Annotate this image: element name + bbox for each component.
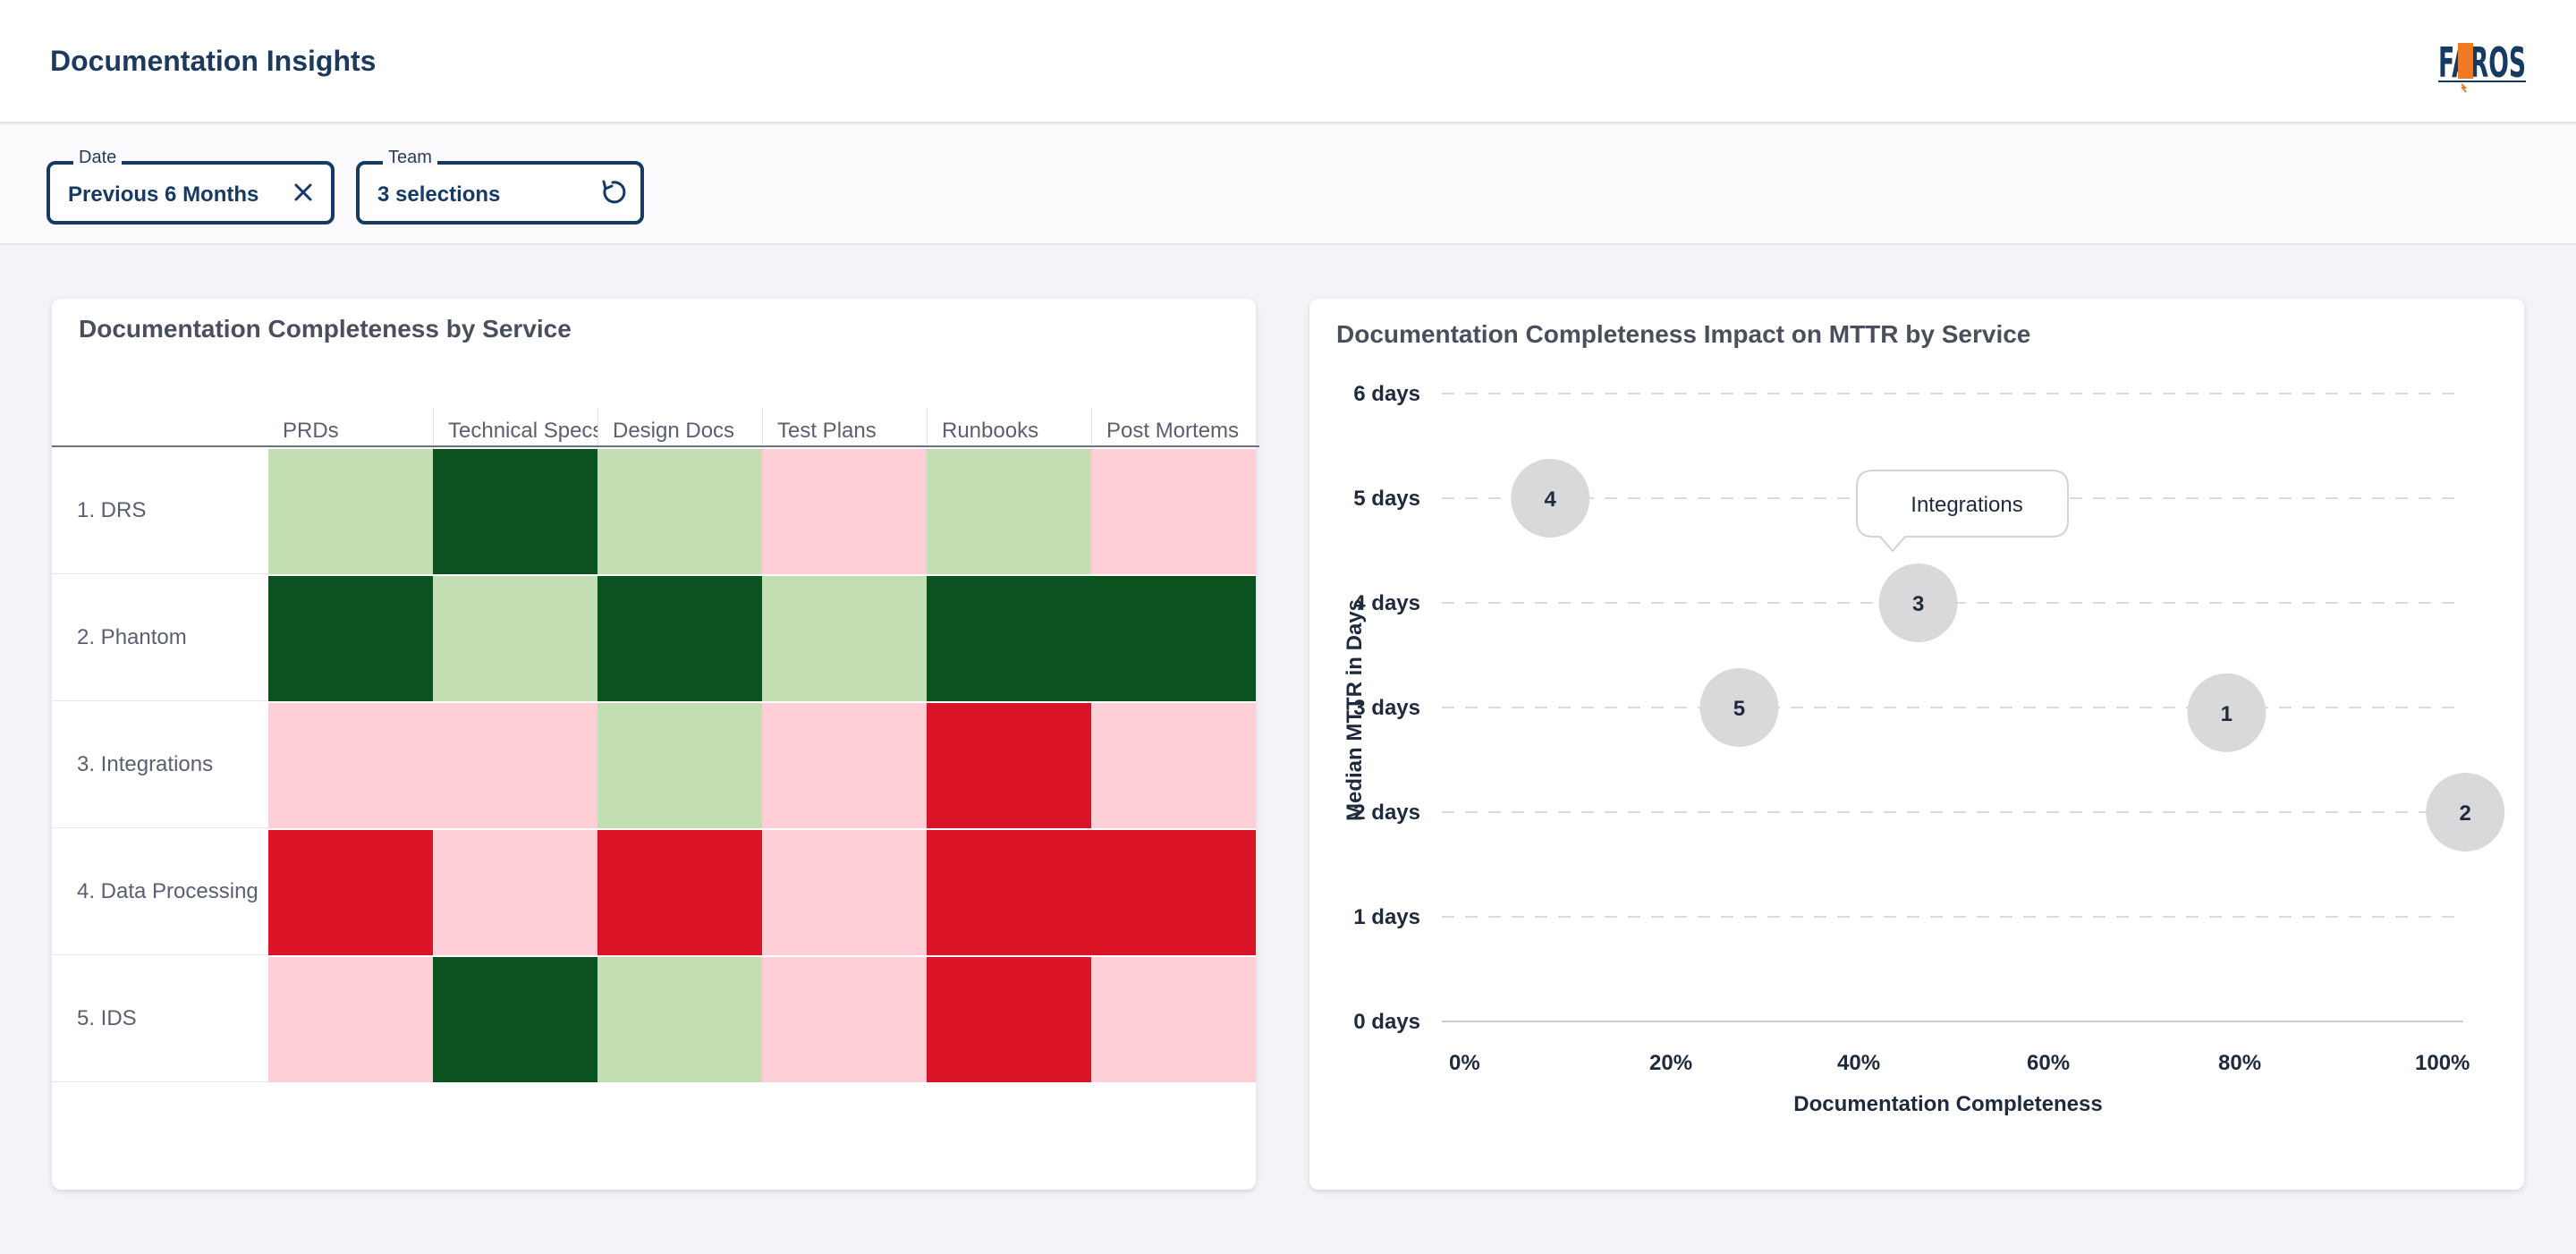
app-header: Documentation Insights FAROS [0, 0, 2576, 123]
y-tick-label: 5 days [1353, 487, 1420, 511]
team-filter-legend: Team [383, 148, 437, 168]
y-tick-label: 3 days [1353, 696, 1420, 720]
y-tick-label: 2 days [1353, 801, 1420, 825]
heatmap-cell[interactable] [762, 830, 927, 955]
heatmap-cell[interactable] [762, 703, 927, 828]
y-tick-label: 4 days [1353, 591, 1420, 615]
scatter-point[interactable] [2187, 673, 2267, 752]
heatmap-cell[interactable] [597, 830, 762, 955]
heatmap-cell[interactable] [762, 957, 927, 1082]
heatmap-column-header: Design Docs [597, 408, 762, 458]
x-tick-label: 60% [2027, 1051, 2070, 1075]
heatmap-cell[interactable] [433, 449, 597, 574]
heatmap-title: Documentation Completeness by Service [79, 315, 572, 343]
filter-bar: Date Previous 6 Months Team 3 selections [0, 125, 2576, 245]
y-axis-title: Median MTTR in Days [1343, 599, 1367, 821]
heatmap-cell[interactable] [597, 957, 762, 1082]
heatmap-cell[interactable] [927, 703, 1091, 828]
heatmap-cell[interactable] [1091, 703, 1256, 828]
x-tick-label: 80% [2218, 1051, 2261, 1075]
heatmap-row-label: 1. DRS [52, 447, 268, 574]
heatmap-cell[interactable] [1091, 449, 1256, 574]
heatmap-column-header: Technical Specs [433, 408, 597, 458]
logo-text: FAROS [2438, 38, 2526, 87]
y-tick-label: 1 days [1353, 905, 1420, 929]
scatter-point[interactable] [1511, 459, 1590, 538]
scatter-point[interactable] [1878, 563, 1958, 642]
date-filter[interactable]: Date Previous 6 Months [47, 148, 335, 225]
date-filter-legend: Date [73, 148, 123, 168]
heatmap-column-header: Post Mortems [1091, 408, 1256, 458]
heatmap-card: Documentation Completeness by Service PR… [52, 299, 1259, 1190]
heatmap-column-header: Test Plans [762, 408, 927, 458]
team-filter-value: 3 selections [377, 182, 501, 207]
page-title: Documentation Insights [50, 45, 377, 77]
heatmap-cell[interactable] [927, 957, 1091, 1082]
heatmap-cell[interactable] [268, 576, 433, 701]
heatmap-cell[interactable] [433, 957, 597, 1082]
heatmap-cell[interactable] [597, 576, 762, 701]
x-tick-label: 0% [1449, 1051, 1480, 1075]
heatmap-header-divider [52, 445, 1259, 447]
scatter-point-label: 4 [1545, 487, 1557, 512]
scatter-title: Documentation Completeness Impact on MTT… [1336, 320, 2031, 348]
y-tick-label: 6 days [1353, 382, 1420, 406]
close-icon[interactable] [288, 177, 318, 208]
x-tick-label: 20% [1649, 1051, 1692, 1075]
heatmap-cell[interactable] [762, 576, 927, 701]
faros-logo: FAROS [2438, 32, 2528, 93]
heatmap-cell[interactable] [268, 830, 433, 955]
heatmap-cell[interactable] [268, 449, 433, 574]
scatter-point[interactable] [2426, 773, 2505, 852]
tooltip-text: Integrations [1911, 493, 2022, 517]
heatmap-cell[interactable] [927, 449, 1091, 574]
x-axis-title: Documentation Completeness [1793, 1092, 2102, 1116]
heatmap-cell[interactable] [1091, 576, 1256, 701]
heatmap-row-label: 4. Data Processing [52, 828, 268, 955]
scatter-point-label: 3 [1912, 592, 1924, 616]
team-filter[interactable]: Team 3 selections [356, 148, 644, 225]
heatmap-cell[interactable] [927, 830, 1091, 955]
scatter-point-label: 5 [1733, 697, 1745, 721]
heatmap-column-header: Runbooks [927, 408, 1091, 458]
heatmap-cell[interactable] [433, 576, 597, 701]
heatmap-cell[interactable] [433, 703, 597, 828]
heatmap-cell[interactable] [1091, 830, 1256, 955]
tooltip-box [1856, 470, 2069, 553]
heatmap-cell[interactable] [1091, 957, 1256, 1082]
heatmap-cell[interactable] [597, 449, 762, 574]
scatter-point[interactable] [1699, 668, 1779, 747]
heatmap-row-label: 2. Phantom [52, 574, 268, 701]
heatmap-cell[interactable] [927, 576, 1091, 701]
x-tick-label: 100% [2415, 1051, 2470, 1075]
date-filter-value: Previous 6 Months [68, 182, 259, 207]
scatter-point-label: 1 [2221, 702, 2233, 726]
heatmap-cell[interactable] [268, 703, 433, 828]
heatmap-column-header: PRDs [283, 419, 339, 443]
y-tick-label: 0 days [1353, 1010, 1420, 1034]
reset-icon[interactable] [597, 177, 628, 208]
scatter-point-label: 2 [2460, 801, 2471, 826]
heatmap-cell[interactable] [268, 957, 433, 1082]
heatmap-cell[interactable] [597, 703, 762, 828]
scatter-card: Documentation Completeness Impact on MTT… [1309, 299, 2524, 1190]
heatmap-row-label: 5. IDS [52, 955, 268, 1082]
x-tick-label: 40% [1837, 1051, 1880, 1075]
scatter-chart: 0 days 1 days 2 days 3 days 4 days 5 days 6 da… [1343, 382, 2505, 1116]
heatmap-row-label: 3. Integrations [52, 701, 268, 828]
heatmap-cell[interactable] [433, 830, 597, 955]
heatmap-cell[interactable] [762, 449, 927, 574]
